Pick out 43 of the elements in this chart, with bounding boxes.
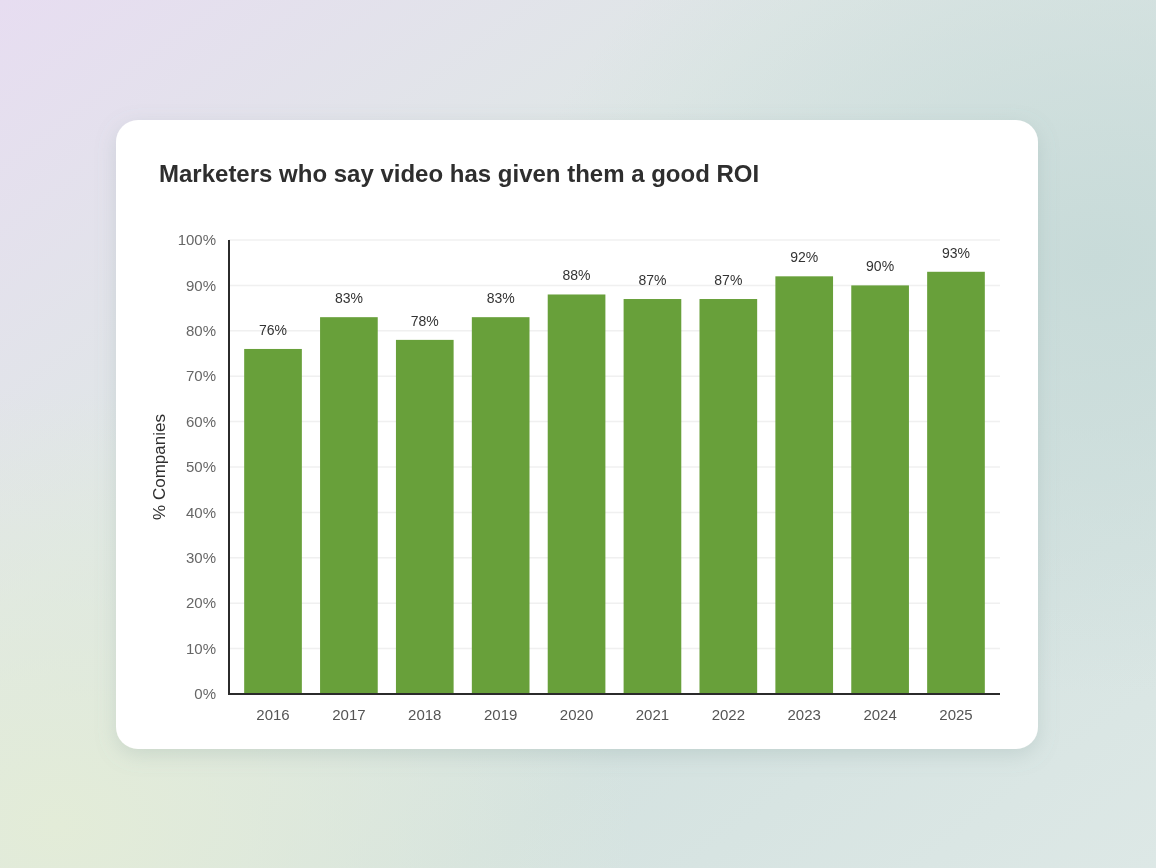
bar [244,348,302,694]
bar [320,317,378,694]
y-tick-label: 40% [185,503,216,521]
bar [699,299,758,694]
data-label: 88% [562,267,591,284]
bar [623,299,682,694]
y-tick-label: 30% [185,549,216,567]
y-tick-label: 70% [185,367,216,385]
bar [471,317,530,694]
data-label: 76% [259,321,288,338]
y-axis-title: % Companies [150,414,169,520]
x-tick-label: 2016 [256,706,290,723]
bar [851,285,909,694]
x-tick-label: 2024 [863,706,897,723]
bar [775,276,834,694]
bar [547,294,606,694]
y-tick-label: 60% [185,412,216,430]
y-tick-label: 80% [185,322,216,340]
data-label: 92% [790,249,819,266]
x-tick-label: 2023 [787,706,821,723]
y-tick-label: 20% [185,594,216,612]
data-label: 93% [941,244,970,261]
chart-title: Marketers who say video has given them a good ROI [159,160,760,187]
y-tick-label: 100% [177,231,216,249]
data-label: 83% [486,290,515,307]
x-tick-label: 2019 [483,706,518,723]
bar [395,339,454,694]
bar [927,271,985,694]
x-tick-label: 2025 [939,706,973,723]
x-tick-label: 2022 [711,706,746,723]
x-tick-label: 2021 [635,706,670,723]
data-label: 87% [638,272,667,289]
data-label: 90% [866,258,895,275]
data-label: 87% [714,272,743,289]
data-label: 78% [410,312,439,329]
y-tick-label: 90% [185,276,216,294]
y-tick-label: 50% [185,458,216,476]
data-label: 83% [334,290,363,307]
y-tick-label: 0% [194,685,216,703]
x-tick-label: 2017 [332,706,366,723]
y-tick-label: 10% [185,639,216,657]
x-tick-label: 2018 [408,706,442,723]
x-tick-label: 2020 [559,706,594,723]
